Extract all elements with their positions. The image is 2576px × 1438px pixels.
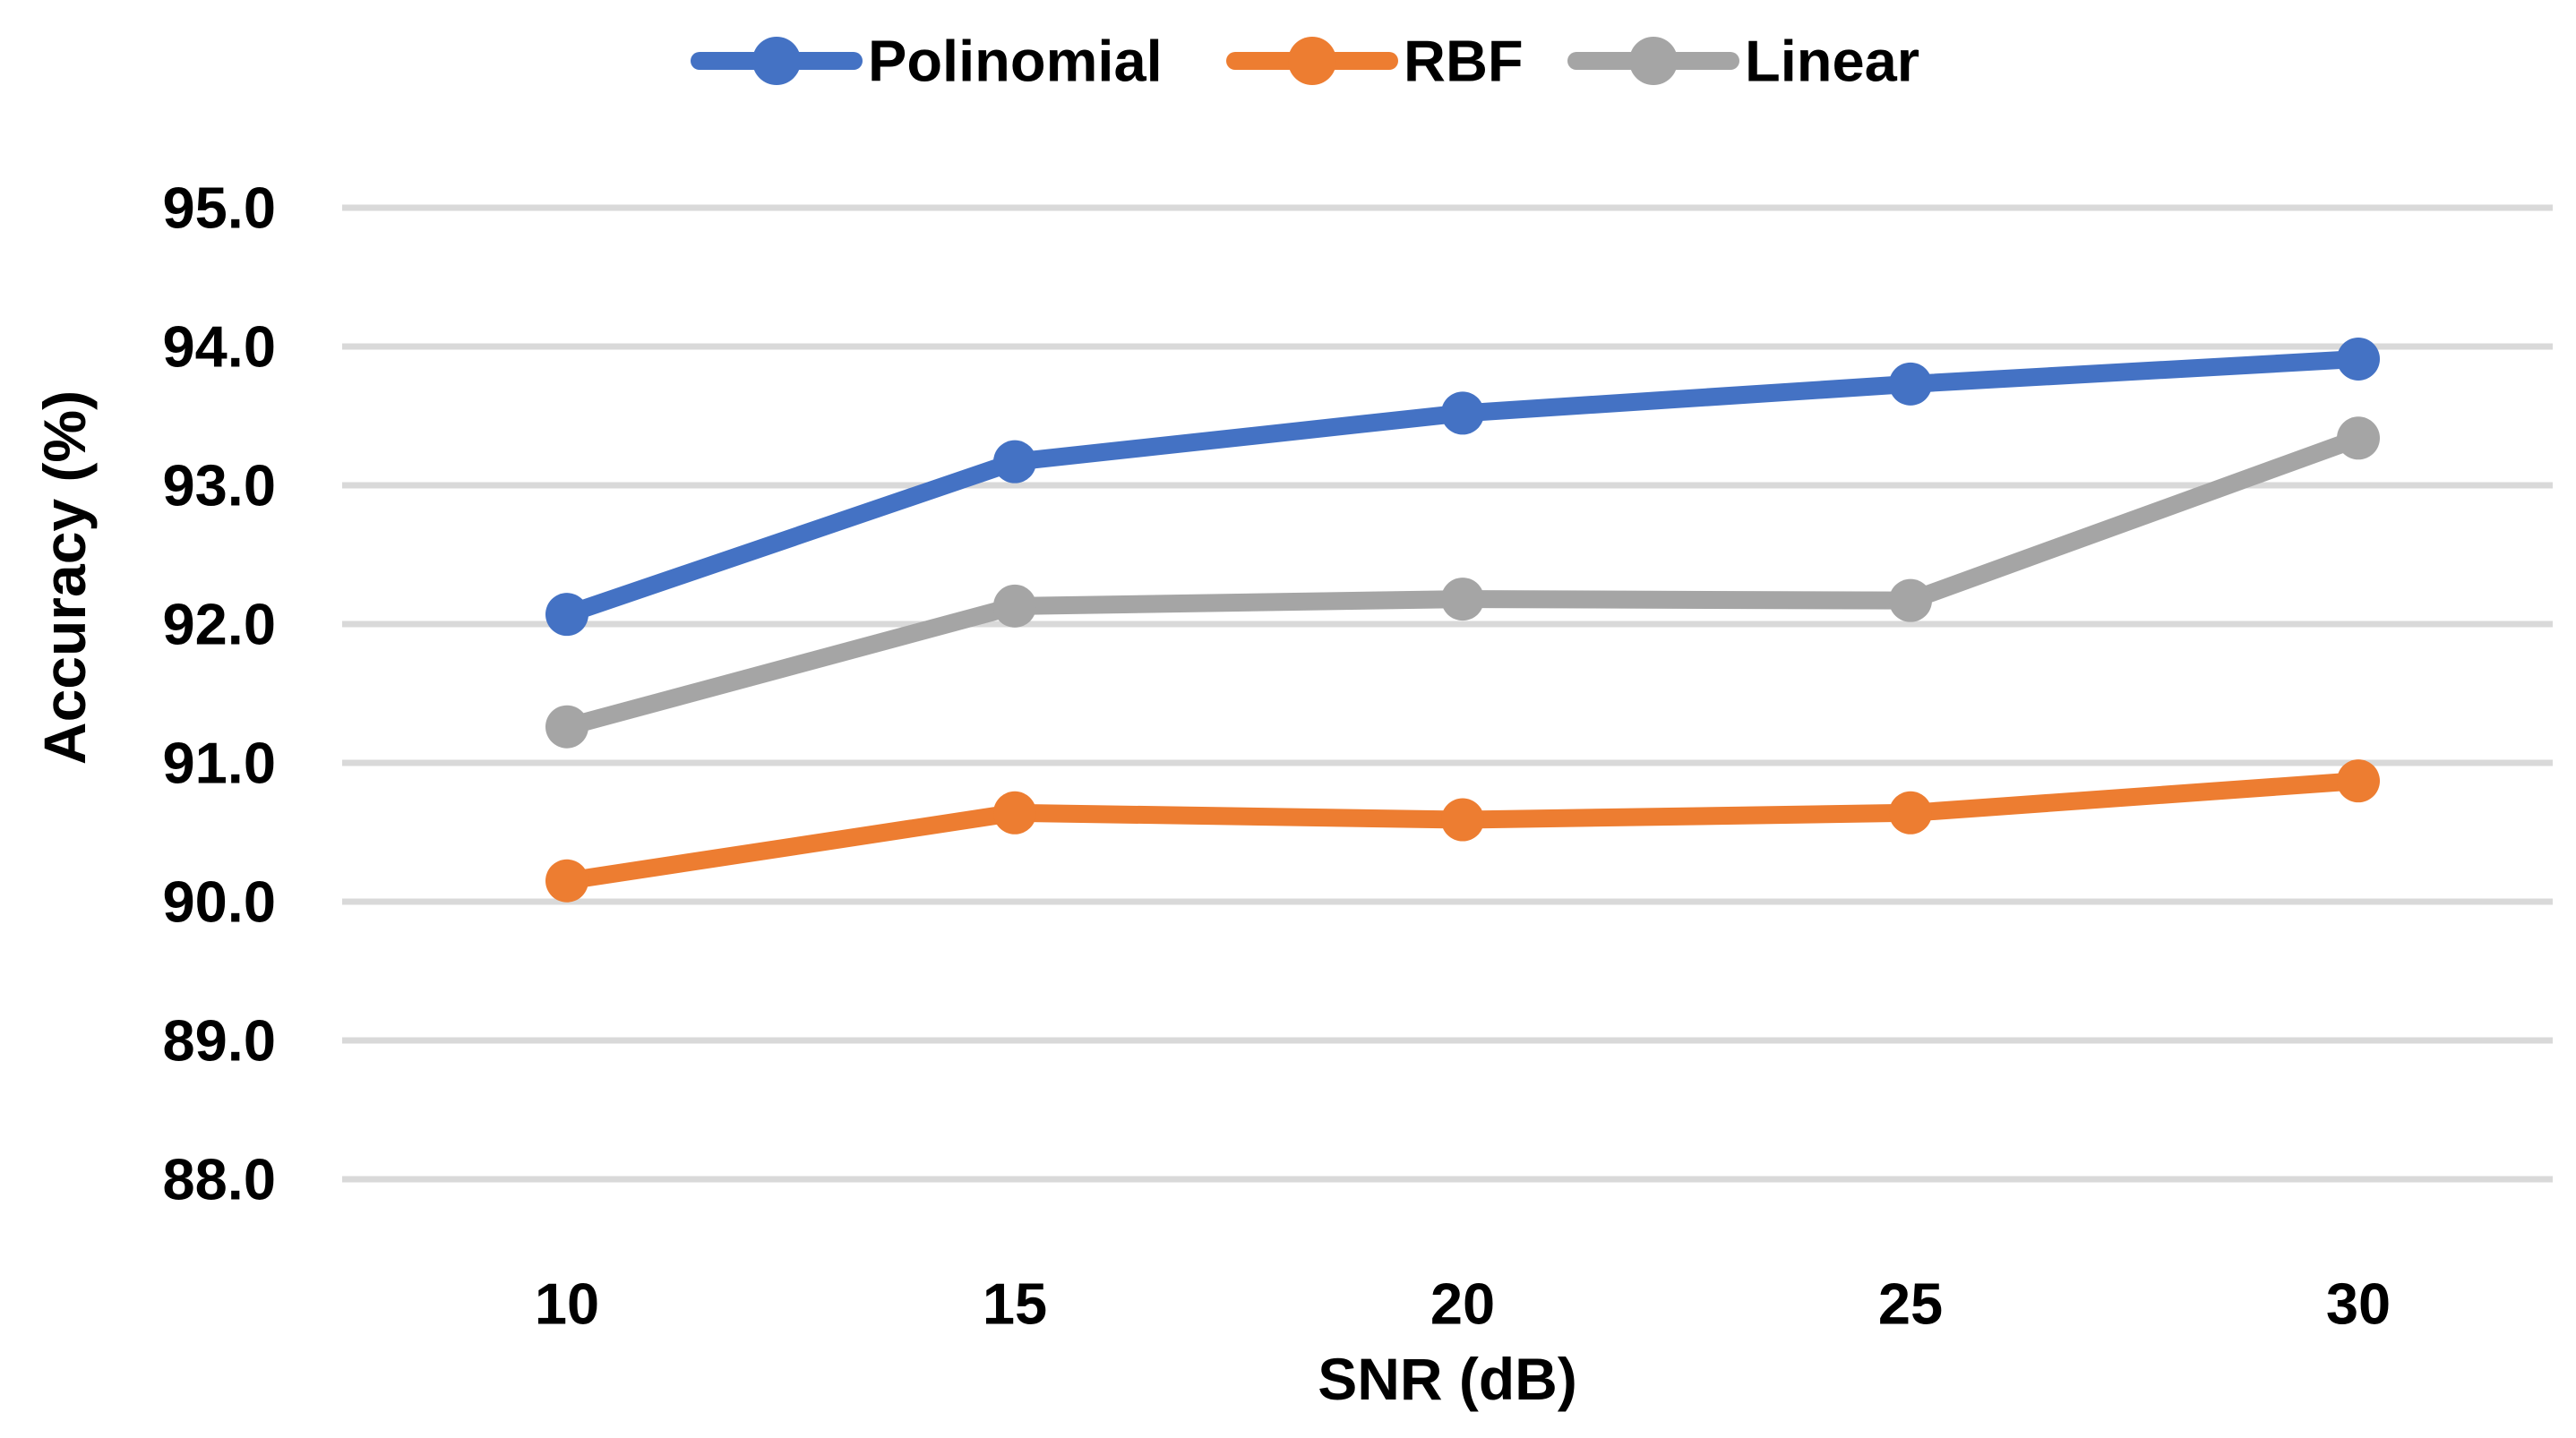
legend-swatch-marker-rbf <box>1288 37 1336 85</box>
series-linear-marker-20 <box>1441 578 1484 621</box>
series-linear-marker-30 <box>2337 416 2380 460</box>
y-tick-label-92.0: 92.0 <box>162 592 276 657</box>
y-tick-label-93.0: 93.0 <box>162 453 276 518</box>
y-tick-label-94.0: 94.0 <box>162 314 276 380</box>
x-tick-label-20: 20 <box>1430 1271 1495 1337</box>
gridlines <box>342 204 2553 1183</box>
series-polinomial-marker-20 <box>1441 391 1484 435</box>
series-rbf-marker-20 <box>1441 798 1484 842</box>
x-tick-label-25: 25 <box>1878 1271 1943 1337</box>
series-rbf-marker-10 <box>545 859 588 903</box>
y-tick-label-95.0: 95.0 <box>162 175 276 241</box>
legend-item-rbf: RBF <box>1226 29 1524 94</box>
series-linear-marker-15 <box>993 584 1036 628</box>
legend-item-polinomial: Polinomial <box>691 29 1163 94</box>
legend-swatch-marker-linear <box>1629 37 1678 85</box>
series-polinomial-marker-25 <box>1889 362 1932 406</box>
x-axis-tick-labels: 10 15 20 25 30 <box>535 1271 2391 1337</box>
y-tick-label-91.0: 91.0 <box>162 731 276 796</box>
legend-label-polinomial: Polinomial <box>868 29 1163 94</box>
x-tick-label-30: 30 <box>2326 1271 2391 1337</box>
legend-label-rbf: RBF <box>1404 29 1524 94</box>
series-rbf-marker-15 <box>993 791 1036 835</box>
x-axis-title: SNR (dB) <box>1318 1346 1577 1412</box>
legend-label-linear: Linear <box>1745 29 1919 94</box>
series-polinomial-marker-15 <box>993 440 1036 484</box>
series-rbf-marker-30 <box>2337 759 2380 803</box>
series-polinomial-marker-30 <box>2337 337 2380 381</box>
series-linear-marker-10 <box>545 705 588 749</box>
legend: Polinomial RBF Linear <box>691 29 1919 94</box>
legend-item-linear: Linear <box>1567 29 1919 94</box>
x-tick-label-10: 10 <box>535 1271 599 1337</box>
series-rbf-marker-25 <box>1889 791 1932 835</box>
y-tick-label-88.0: 88.0 <box>162 1147 276 1212</box>
y-tick-label-89.0: 89.0 <box>162 1008 276 1074</box>
series-layer <box>545 337 2380 903</box>
y-axis-title: Accuracy (%) <box>31 390 98 765</box>
y-tick-label-90.0: 90.0 <box>162 869 276 935</box>
y-axis-tick-labels: 95.0 94.0 93.0 92.0 91.0 90.0 89.0 88.0 <box>162 175 276 1212</box>
x-tick-label-15: 15 <box>983 1271 1047 1337</box>
series-linear-marker-25 <box>1889 578 1932 622</box>
series-polinomial-marker-10 <box>545 593 588 637</box>
legend-swatch-marker-polinomial <box>752 37 801 85</box>
